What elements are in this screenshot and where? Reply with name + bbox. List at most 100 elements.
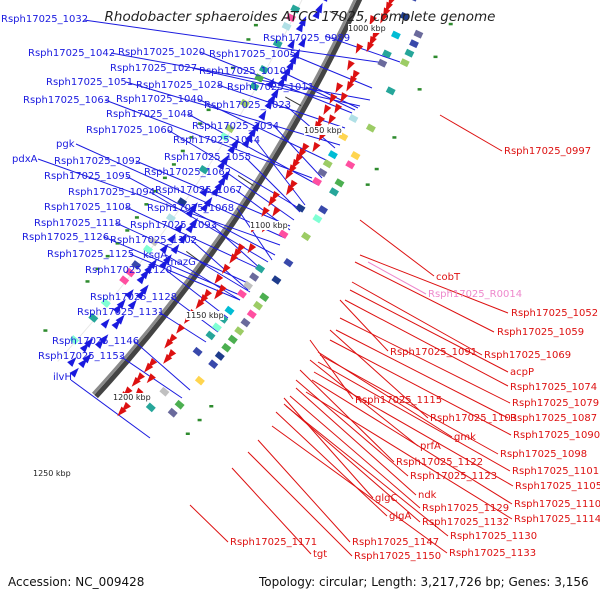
gene-label[interactable]: Rsph17025_1171 — [230, 537, 318, 548]
gene-label[interactable]: Rsph17025_1005 — [209, 49, 297, 60]
gene-label[interactable]: Rsph17025_1115 — [355, 395, 443, 406]
gene-label[interactable]: Rsph17025_1027 — [110, 63, 198, 74]
gene-label[interactable]: Rsph17025_1023 — [204, 100, 292, 111]
gene-label[interactable]: Rsph17025_1051 — [46, 77, 134, 88]
gene-label[interactable]: Rsph17025_1062 — [144, 167, 232, 178]
gene-label[interactable]: Rsph17025_1087 — [510, 413, 598, 424]
gene-label[interactable]: Rsph17025_1091 — [390, 347, 478, 358]
forward-gene-arrow — [185, 207, 195, 218]
gene-label[interactable]: Rsph17025_1108 — [44, 202, 132, 213]
forward-gene-arrow — [136, 274, 146, 285]
forward-gene-arrow — [227, 143, 236, 155]
gene-label[interactable]: Rsph17025_1123 — [410, 471, 498, 482]
rna-tick-mark — [153, 189, 158, 193]
gene-label[interactable]: Rsph17025_1147 — [352, 537, 440, 548]
gene-label[interactable]: Rsph17025_1095 — [44, 171, 132, 182]
gene-label[interactable]: Rsph17025_1092 — [54, 156, 142, 167]
gene-label[interactable]: Rsph17025_1063 — [23, 95, 111, 106]
gene-label[interactable]: Rsph17025_1105 — [515, 481, 600, 492]
gene-label[interactable]: Rsph17025_R0014 — [428, 289, 523, 300]
rna-leader-line — [367, 261, 427, 295]
gene-label[interactable]: Rsph17025_1032 — [1, 14, 89, 25]
gene-label[interactable]: Rsph17025_1094 — [68, 187, 156, 198]
cog-category-box — [131, 260, 142, 270]
gene-label[interactable]: Rsph17025_1133 — [449, 548, 537, 559]
gene-label[interactable]: Rsph17025_1069 — [484, 350, 572, 361]
gene-label[interactable]: Rsph17025_1131 — [77, 307, 165, 318]
gene-label[interactable]: Rsph17025_1150 — [354, 551, 442, 562]
gene-label[interactable]: Rsph17025_1118 — [34, 218, 122, 229]
gene-label[interactable]: Rsph17025_1079 — [512, 398, 600, 409]
reverse-leader-line — [283, 403, 421, 523]
gene-label[interactable]: Rsph17025_1060 — [86, 125, 174, 136]
gene-label[interactable]: Rsph17025_1011 — [227, 82, 315, 93]
gene-label[interactable]: Rsph17025_0997 — [504, 146, 592, 157]
forward-gene-arrow — [174, 223, 184, 234]
gene-label[interactable]: Rsph17025_1048 — [106, 109, 194, 120]
forward-gene-arrow — [241, 137, 251, 148]
gene-label[interactable]: Rsph17025_1125 — [47, 249, 135, 260]
gene-label[interactable]: Rsph17025_1067 — [155, 185, 243, 196]
rna-tick-mark — [417, 88, 422, 91]
gene-label[interactable]: Rsph17025_1044 — [173, 135, 261, 146]
gene-label[interactable]: Rsph17025_1028 — [136, 80, 224, 91]
cog-category-box — [177, 197, 188, 207]
reverse-gene-arrow — [272, 206, 281, 217]
gene-label[interactable]: glgA — [389, 511, 412, 522]
gene-label[interactable]: Rsph17025_1090 — [513, 430, 600, 441]
forward-leader-line — [211, 224, 263, 271]
gene-label[interactable]: ilvH — [53, 372, 72, 383]
gene-label[interactable]: Rsph17025_1020 — [118, 47, 206, 58]
gene-label[interactable]: Rsph17025_1052 — [511, 308, 599, 319]
gene-label[interactable]: Rsph17025_1101 — [512, 466, 600, 477]
gene-label[interactable]: Rsph17025_1126 — [22, 232, 110, 243]
gene-label[interactable]: Rsph17025_1093 — [130, 220, 218, 231]
gene-label[interactable]: acpP — [510, 367, 535, 378]
gene-label[interactable]: Rsph17025_1129 — [422, 503, 510, 514]
reverse-leader-line — [309, 359, 419, 447]
cog-category-box — [327, 150, 338, 160]
gene-label[interactable]: pgk — [56, 139, 75, 150]
gene-label[interactable]: Rsph17025_1120 — [85, 265, 173, 276]
gene-label[interactable]: Rsph17025_1098 — [500, 449, 588, 460]
cog-category-box — [249, 272, 260, 282]
gene-label[interactable]: Rsph17025_1128 — [90, 292, 178, 303]
rna-tick-mark — [95, 267, 100, 271]
reverse-gene-arrow — [328, 114, 337, 125]
gene-label[interactable]: Rsph17025_1122 — [396, 457, 484, 468]
gene-label[interactable]: Rsph17025_1034 — [192, 121, 280, 132]
gene-label[interactable]: Rsph17025_1074 — [510, 382, 598, 393]
gene-label[interactable]: Rsph17025_1040 — [116, 94, 204, 105]
reverse-gene-arrow — [312, 141, 321, 153]
reverse-gene-arrow — [163, 353, 173, 364]
gene-label[interactable]: Rsph17025_1153 — [38, 351, 126, 362]
gene-label[interactable]: Rsph17025_1114 — [514, 514, 600, 525]
forward-gene-arrow — [79, 342, 90, 353]
gene-label[interactable]: ndk — [418, 490, 437, 501]
gene-label[interactable]: Rsph17025_1103 — [430, 413, 518, 424]
gene-label[interactable]: cobT — [436, 272, 461, 283]
gene-label[interactable]: Rsph17025_1146 — [52, 336, 140, 347]
scale-tick-label: 1050 kbp — [304, 126, 342, 135]
gene-label[interactable]: Rsph17025_0989 — [263, 33, 351, 44]
gene-label[interactable]: Rsph17025_1068 — [147, 203, 235, 214]
gene-label[interactable]: Rsph17025_1132 — [422, 517, 510, 528]
gene-label[interactable]: Rsph17025_1055 — [164, 152, 252, 163]
gene-label[interactable]: Rsph17025_1110 — [514, 499, 600, 510]
gene-label[interactable]: mazG — [167, 257, 196, 268]
gene-label[interactable]: Rsph17025_1102 — [110, 235, 198, 246]
gene-label[interactable]: gmk — [454, 432, 476, 443]
gene-label[interactable]: Rsph17025_1059 — [497, 327, 585, 338]
gene-label[interactable]: Rsph17025_1010 — [199, 66, 287, 77]
cog-category-box — [69, 335, 80, 345]
gene-label[interactable]: tgt — [313, 549, 328, 560]
gene-label[interactable]: glgC — [375, 493, 398, 504]
gene-label[interactable]: pdxA — [12, 154, 38, 165]
gene-label[interactable]: ksgA — [143, 250, 168, 261]
gene-label[interactable]: prfA — [420, 441, 441, 452]
gene-label[interactable]: Rsph17025_1042 — [28, 48, 116, 59]
gene-label[interactable]: Rsph17025_1130 — [450, 531, 538, 542]
forward-leader-line — [289, 53, 373, 89]
forward-gene-arrow — [84, 338, 94, 348]
